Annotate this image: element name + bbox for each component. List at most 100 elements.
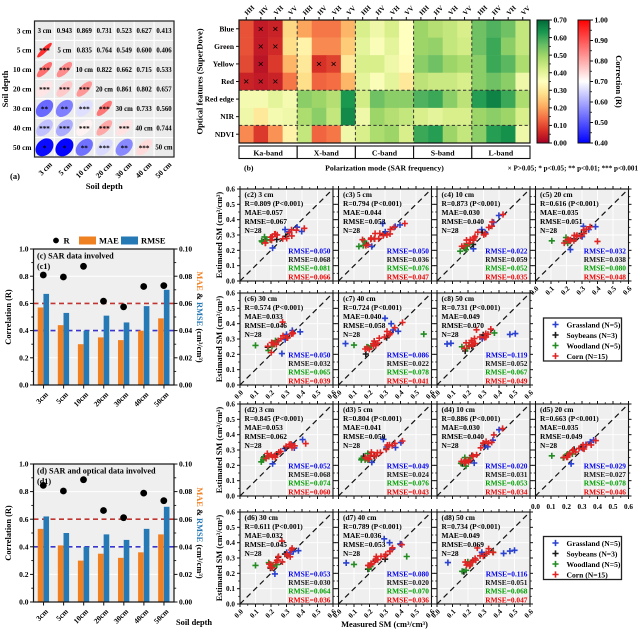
svg-text:30 cm: 30 cm [116,106,134,113]
svg-text:(d1): (d1) [37,477,51,486]
svg-text:R=0.845 (P<0.001): R=0.845 (P<0.001) [245,414,304,423]
svg-text:Correlation (R): Correlation (R) [4,505,13,561]
svg-text:MAE=0.036: MAE=0.036 [343,531,382,540]
svg-text:RMSE=0.036: RMSE=0.036 [387,595,429,604]
svg-text:0.600: 0.600 [136,48,152,55]
svg-text:(c) SAR data involved: (c) SAR data involved [37,252,114,261]
svg-text:R=0.804 (P<0.001): R=0.804 (P<0.001) [343,414,402,423]
svg-text:0.943: 0.943 [57,28,73,35]
svg-text:***: *** [39,47,50,55]
svg-text:RMSE=0.048: RMSE=0.048 [584,272,626,281]
svg-text:0.0: 0.0 [226,382,235,390]
svg-text:***: *** [79,105,90,113]
svg-text:RMSE=0.070: RMSE=0.070 [387,587,429,596]
svg-text:0.2: 0.2 [226,570,235,578]
svg-text:0.657: 0.657 [156,86,172,93]
svg-text:0.08: 0.08 [179,272,192,281]
svg-text:Estimated SM (cm³/cm³): Estimated SM (cm³/cm³) [215,191,224,278]
svg-text:RMSE=0.076: RMSE=0.076 [387,264,429,273]
svg-text:RMSE=0.027: RMSE=0.027 [584,470,626,479]
svg-text:0.861: 0.861 [117,86,133,93]
svg-text:Estimated SM (cm³/cm³): Estimated SM (cm³/cm³) [215,406,224,493]
svg-text:RMSE=0.041: RMSE=0.041 [387,376,429,385]
svg-text:0.523: 0.523 [117,28,133,35]
svg-text:Measured SM (cm³/cm³): Measured SM (cm³/cm³) [341,620,428,629]
svg-text:Soil depth: Soil depth [86,181,123,191]
svg-text:RMSE=0.059: RMSE=0.059 [485,255,527,264]
svg-text:RMSE=0.035: RMSE=0.035 [485,272,527,281]
svg-text:0.0: 0.0 [226,601,235,609]
svg-text:R=0.724 (P<0.001): R=0.724 (P<0.001) [343,303,402,312]
svg-text:RMSE=0.068: RMSE=0.068 [288,470,330,479]
svg-text:0.3: 0.3 [226,555,235,563]
svg-text:N=28: N=28 [343,441,360,450]
svg-text:0.0: 0.0 [531,503,540,511]
svg-text:0.5: 0.5 [226,416,235,424]
svg-text:VV: VV [462,5,474,17]
svg-text:0.6: 0.6 [19,515,29,524]
svg-text:0.00: 0.00 [179,598,192,607]
svg-text:0.40: 0.40 [554,68,567,77]
svg-text:RMSE=0.053: RMSE=0.053 [343,540,386,549]
svg-text:RMSE=0.086: RMSE=0.086 [387,351,429,360]
svg-text:MAE: MAE [99,236,119,246]
svg-text:0.8: 0.8 [19,272,29,281]
svg-text:R=0.809 (P<0.001): R=0.809 (P<0.001) [245,199,304,208]
svg-text:N=28: N=28 [343,549,360,558]
svg-text:0.0: 0.0 [226,493,235,501]
svg-text:RMSE=0.081: RMSE=0.081 [288,264,330,273]
svg-text:×: × [316,59,322,71]
svg-text:0.30: 0.30 [554,86,567,95]
svg-text:**: ** [41,105,49,113]
svg-text:Soybeans (N=3): Soybeans (N=3) [567,550,618,559]
svg-text:Blue: Blue [219,24,234,33]
svg-text:(d5) 20 cm: (d5) 20 cm [540,405,574,414]
svg-text:Corn (N=15): Corn (N=15) [567,571,609,580]
svg-text:0.0: 0.0 [226,278,235,286]
svg-text:0.3: 0.3 [226,447,235,455]
svg-text:MAE=0.057: MAE=0.057 [245,208,284,217]
svg-text:0.5: 0.5 [226,524,235,532]
svg-text:RMSE=0.078: RMSE=0.078 [387,368,429,377]
svg-text:RMSE=0.022: RMSE=0.022 [387,359,429,368]
svg-text:RMSE=0.080: RMSE=0.080 [584,264,626,273]
svg-text:MAE=0.040: MAE=0.040 [343,312,382,321]
svg-text:***: *** [79,86,90,94]
svg-text:0.02: 0.02 [179,570,192,579]
svg-text:C-band: C-band [372,149,398,158]
svg-text:R=0.731 (P<0.001): R=0.731 (P<0.001) [442,303,501,312]
svg-text:***: *** [59,125,70,133]
svg-text:RMSE=0.066: RMSE=0.066 [288,272,330,281]
svg-text:*: * [63,144,67,152]
svg-text:***: *** [99,105,110,113]
svg-text:×: × [258,59,264,71]
svg-text:RMSE=0.067: RMSE=0.067 [245,217,288,226]
svg-text:0.70: 0.70 [554,16,567,25]
svg-text:NDVI: NDVI [215,130,234,139]
svg-text:RMSE=0.068: RMSE=0.068 [485,587,527,596]
svg-text:N=28: N=28 [245,226,262,235]
svg-text:(d2) 3 cm: (d2) 3 cm [245,405,276,414]
svg-text:N=28: N=28 [442,330,459,339]
svg-text:RMSE=0.036: RMSE=0.036 [288,595,330,604]
svg-text:VV: VV [346,5,358,17]
svg-text:0.5: 0.5 [609,503,618,511]
svg-text:R=0.663 (P<0.001): R=0.663 (P<0.001) [540,414,599,423]
svg-text:20 cm: 20 cm [13,85,31,94]
svg-text:0.4: 0.4 [226,431,235,439]
svg-text:VV: VV [404,5,416,17]
svg-text:0.2: 0.2 [19,353,29,362]
svg-text:0.10: 0.10 [554,121,567,130]
svg-text:(d6) 30 cm: (d6) 30 cm [245,513,279,522]
svg-text:RMSE=0.030: RMSE=0.030 [288,578,330,587]
svg-text:0.4: 0.4 [226,320,235,328]
svg-text:RMSE=0.020: RMSE=0.020 [485,462,527,471]
svg-text:RMSE=0.050: RMSE=0.050 [387,247,429,256]
svg-text:RMSE=0.078: RMSE=0.078 [584,479,626,488]
svg-text:0.533: 0.533 [156,67,172,74]
svg-text:RMSE=0.050: RMSE=0.050 [288,247,330,256]
svg-text:×: × [330,59,336,71]
svg-text:RMSE=0.047: RMSE=0.047 [485,595,527,604]
svg-text:Grassland (N=5): Grassland (N=5) [567,321,621,330]
svg-text:RMSE=0.069: RMSE=0.069 [442,540,485,549]
